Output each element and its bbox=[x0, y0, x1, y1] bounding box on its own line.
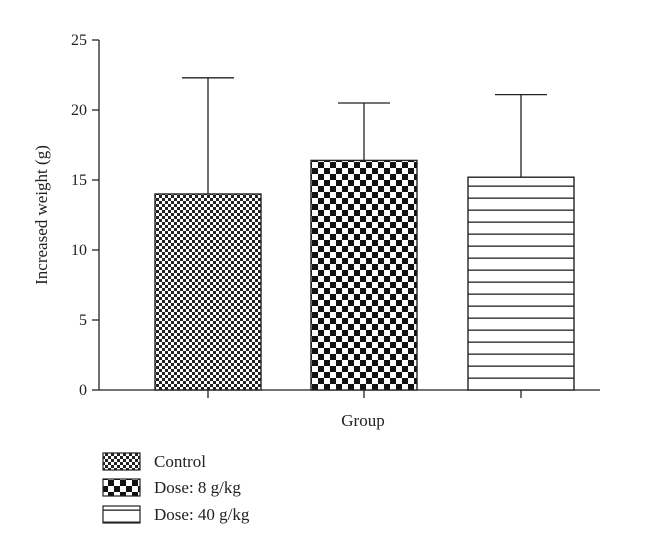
bar bbox=[467, 176, 575, 391]
y-tick-label: 5 bbox=[79, 312, 87, 329]
bar bbox=[310, 159, 418, 391]
legend-swatch bbox=[102, 505, 141, 524]
x-axis bbox=[99, 389, 600, 398]
y-tick-label: 25 bbox=[71, 32, 87, 49]
y-axis: 0 5 10 15 20 25 bbox=[71, 32, 100, 399]
y-tick-label: 20 bbox=[71, 102, 87, 119]
legend-label: Dose: 40 g/kg bbox=[154, 505, 250, 524]
y-axis-label: Increased weight (g) bbox=[32, 145, 51, 285]
y-tick-label: 15 bbox=[71, 172, 87, 189]
legend-label: Control bbox=[154, 452, 206, 471]
x-axis-label: Group bbox=[341, 411, 384, 430]
y-tick-label: 10 bbox=[71, 242, 87, 259]
bars bbox=[154, 77, 575, 391]
y-tick-label: 0 bbox=[79, 382, 87, 399]
legend-swatch bbox=[102, 478, 141, 497]
legend: Control Dose: 8 g/kg Dose: 40 g/kg bbox=[102, 452, 250, 524]
legend-label: Dose: 8 g/kg bbox=[154, 478, 241, 497]
legend-swatch bbox=[102, 452, 141, 471]
bar bbox=[154, 193, 262, 391]
